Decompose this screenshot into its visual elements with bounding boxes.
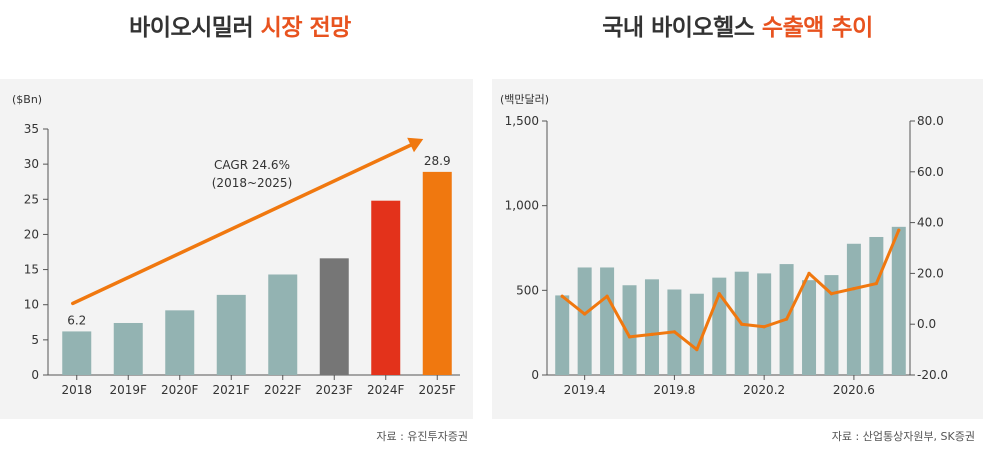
x-tick-label: 2022F	[264, 383, 302, 397]
cagr-arrow-line	[71, 141, 417, 306]
growth-rate-point	[807, 271, 811, 275]
growth-rate-point	[897, 228, 901, 232]
y-unit-label: ($Bn)	[12, 93, 42, 106]
right-y-tick-label: -20.0	[917, 368, 948, 382]
biosimilar-market-chart: ($Bn) 0 5 10 15 20 25 30 35 2018 2019F 2020F 2021F 20…	[12, 93, 460, 397]
export-bar	[802, 280, 817, 375]
bar	[371, 200, 401, 375]
x-tick-label: 2019.8	[653, 383, 695, 397]
left-title-main: 바이오시밀러	[129, 15, 254, 41]
data-label: 6.2	[67, 313, 86, 327]
export-bar	[622, 285, 637, 375]
y-tick-label: 0	[31, 368, 39, 382]
x-tick-label: 2020F	[161, 383, 199, 397]
left-title-highlight: 시장 전망	[260, 15, 352, 41]
bar	[268, 274, 298, 375]
x-tick-label: 2020.2	[743, 383, 785, 397]
x-tick-label: 2018	[61, 383, 92, 397]
bar	[422, 171, 452, 375]
y-tick-label: 25	[24, 192, 39, 206]
right-y-tick-label: 60.0	[917, 165, 944, 179]
data-label: 28.9	[424, 154, 451, 168]
x-tick-label: 2025F	[419, 383, 457, 397]
left-chart-panel: ($Bn) 0 5 10 15 20 25 30 35 2018 2019F 2020F 2021F 20…	[0, 79, 473, 419]
biohealth-export-chart: (백만달러) 0 500 1,000 1,500 -20.0 0.0 20.0 40.0 60.0…	[500, 93, 948, 397]
growth-rate-point	[740, 322, 744, 326]
bar	[62, 331, 92, 375]
growth-rate-point	[672, 330, 677, 334]
right-chart-panel: (백만달러) 0 500 1,000 1,500 -20.0 0.0 20.0 40.0 60.0…	[492, 79, 983, 419]
growth-rate-point	[605, 294, 609, 298]
growth-rate-point	[695, 348, 699, 352]
growth-rate-line	[560, 228, 901, 352]
y-tick-label: 15	[24, 263, 39, 277]
y-tick-label: 35	[24, 122, 39, 136]
x-tick-label: 2020.6	[833, 383, 875, 397]
right-source-note: 자료 : 산업통상자원부, SK증권	[831, 430, 975, 443]
export-bar	[689, 293, 704, 375]
y-tick-label: 20	[24, 227, 39, 241]
x-tick-label: 2021F	[213, 383, 251, 397]
export-bar	[869, 236, 884, 375]
left-y-tick-label: 1,500	[505, 114, 539, 128]
growth-rate-point	[583, 312, 587, 316]
growth-rate-point	[627, 335, 632, 339]
left-chart-title: 바이오시밀러 시장 전망	[0, 10, 480, 46]
growth-rate-point	[852, 287, 856, 291]
bar	[319, 258, 349, 375]
export-bar	[846, 243, 861, 375]
bar	[113, 322, 143, 375]
y-tick-label: 5	[31, 333, 39, 347]
bar	[165, 310, 195, 375]
right-title-main: 국내 바이오헬스	[602, 15, 755, 41]
bar	[216, 294, 246, 375]
left-y-tick-label: 500	[516, 283, 539, 297]
export-bar	[644, 279, 659, 375]
growth-rate-point	[762, 325, 766, 329]
growth-rate-point	[874, 281, 878, 286]
growth-rate-point	[650, 332, 654, 336]
x-tick-label: 2024F	[367, 383, 405, 397]
growth-rate-point	[829, 292, 834, 296]
cagr-annotation-line1: CAGR 24.6%	[214, 158, 290, 172]
left-source-note: 자료 : 유진투자증권	[376, 430, 468, 443]
growth-rate-point	[717, 292, 721, 296]
x-tick-label: 2023F	[316, 383, 354, 397]
export-bar	[824, 275, 839, 375]
right-y-tick-label: 0.0	[917, 317, 936, 331]
left-y-tick-label: 1,000	[505, 199, 539, 213]
cagr-arrow-head	[407, 137, 424, 153]
cagr-annotation-line2: (2018~2025)	[212, 176, 293, 190]
right-title-highlight: 수출액 추이	[761, 15, 873, 41]
right-y-tick-label: 40.0	[917, 216, 944, 230]
y-tick-label: 10	[24, 298, 39, 312]
export-bar	[577, 267, 592, 375]
x-tick-label: 2019.4	[564, 383, 606, 397]
right-y-tick-label: 20.0	[917, 266, 944, 280]
export-bar	[757, 273, 772, 375]
export-bar	[600, 267, 615, 375]
x-tick-label: 2019F	[110, 383, 148, 397]
y-tick-label: 30	[24, 157, 39, 171]
y-unit-label: (백만달러)	[500, 93, 549, 106]
right-chart-title: 국내 바이오헬스 수출액 추이	[492, 10, 983, 46]
export-bar	[555, 295, 570, 375]
left-y-tick-label: 0	[531, 368, 539, 382]
growth-rate-point	[560, 294, 564, 298]
growth-rate-point	[784, 317, 789, 321]
export-bar	[891, 226, 906, 375]
right-y-tick-label: 80.0	[917, 114, 944, 128]
